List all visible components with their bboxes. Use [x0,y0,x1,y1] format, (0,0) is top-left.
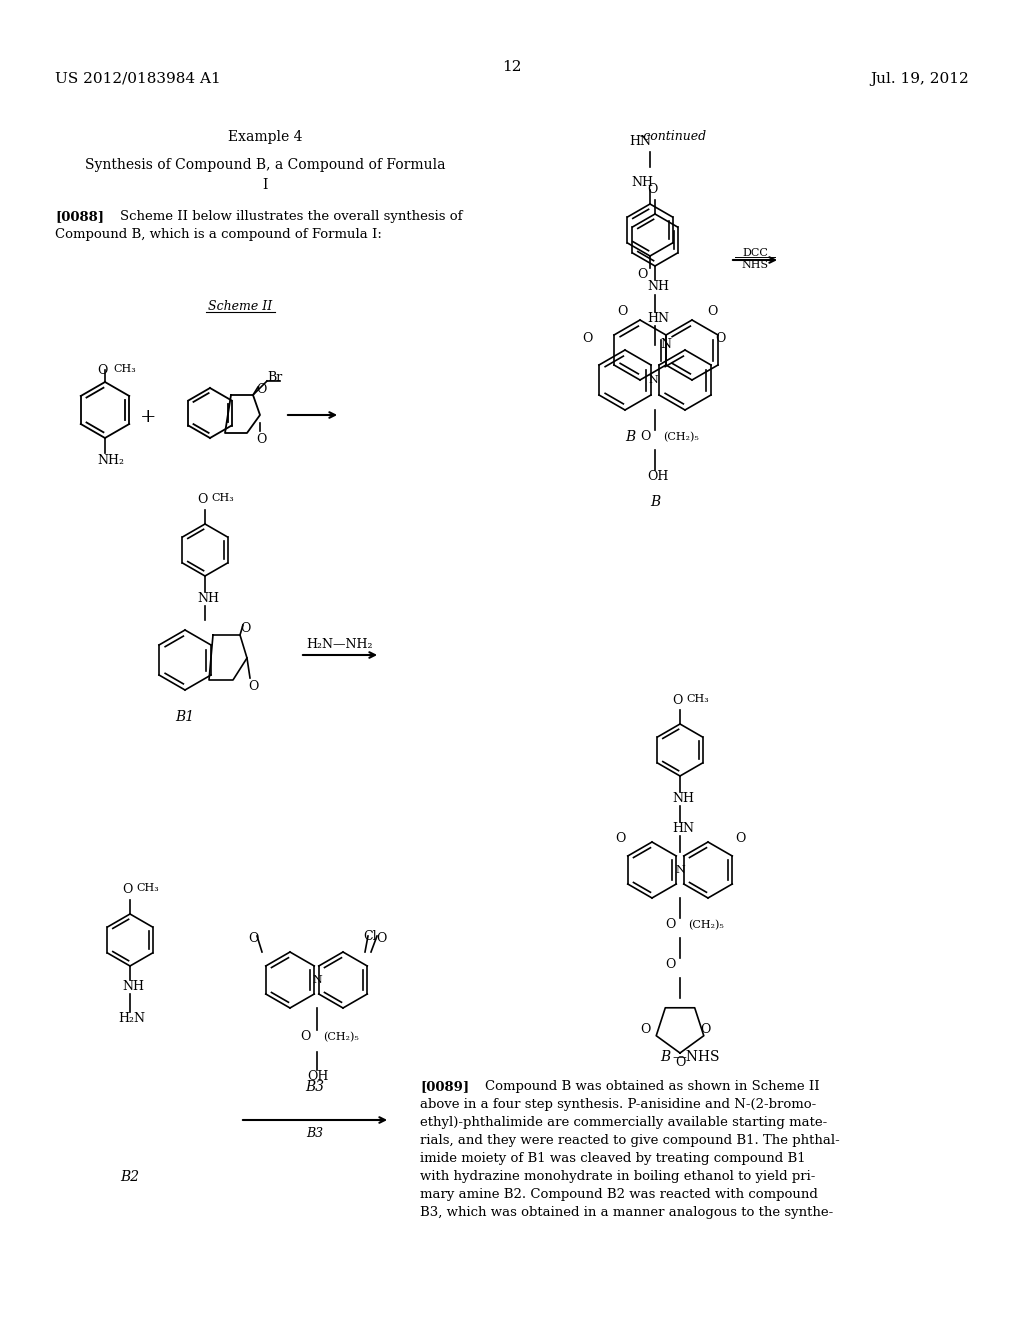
Text: CH₃: CH₃ [686,694,709,704]
Text: [0088]: [0088] [55,210,104,223]
Text: N: N [660,338,672,351]
Text: B: B [625,430,635,444]
Text: O: O [248,680,258,693]
Text: CH₃: CH₃ [136,883,159,894]
Text: Example 4: Example 4 [227,129,302,144]
Text: O: O [715,333,725,345]
Text: B2: B2 [121,1170,139,1184]
Text: O: O [614,832,626,845]
Text: HN: HN [647,312,669,325]
Text: O: O [582,333,592,345]
Text: with hydrazine monohydrate in boiling ethanol to yield pri-: with hydrazine monohydrate in boiling et… [420,1170,815,1183]
Text: CH₃: CH₃ [113,364,136,374]
Text: B3: B3 [306,1127,324,1140]
Text: (CH₂)₅: (CH₂)₅ [688,920,724,931]
Text: O: O [640,1023,650,1036]
Text: —NHS: —NHS [672,1049,720,1064]
Text: O: O [665,917,675,931]
Text: US 2012/0183984 A1: US 2012/0183984 A1 [55,73,221,86]
Text: O: O [665,958,675,972]
Text: B: B [660,1049,671,1064]
Text: Jul. 19, 2012: Jul. 19, 2012 [870,73,969,86]
Text: O: O [637,268,647,281]
Text: NHS: NHS [741,260,769,271]
Text: O: O [256,433,266,446]
Text: OH: OH [647,470,669,483]
Text: -continued: -continued [640,129,708,143]
Text: O: O [122,883,132,896]
Text: above in a four step synthesis. P-anisidine and N-(2-bromo-: above in a four step synthesis. P-anisid… [420,1098,816,1111]
Text: O: O [707,305,717,318]
Text: N: N [675,865,685,875]
Text: Compound B, which is a compound of Formula I:: Compound B, which is a compound of Formu… [55,228,382,242]
Text: H₂N—NH₂: H₂N—NH₂ [307,638,374,651]
Text: NH: NH [647,280,669,293]
Text: O: O [376,932,386,945]
Text: B1: B1 [175,710,195,723]
Text: O: O [675,1056,685,1069]
Text: O: O [248,932,258,945]
Text: rials, and they were reacted to give compound B1. The phthal-: rials, and they were reacted to give com… [420,1134,840,1147]
Text: HN: HN [629,135,651,148]
Text: [0089]: [0089] [420,1080,469,1093]
Text: (CH₂)₅: (CH₂)₅ [663,432,698,442]
Text: B3: B3 [305,1080,325,1094]
Text: O: O [640,430,650,444]
Text: O: O [300,1030,310,1043]
Text: NH₂: NH₂ [97,454,124,467]
Text: O: O [256,383,266,396]
Text: imide moiety of B1 was cleaved by treating compound B1: imide moiety of B1 was cleaved by treati… [420,1152,806,1166]
Text: O: O [735,832,745,845]
Text: O: O [647,183,657,195]
Text: O: O [240,622,250,635]
Text: B: B [650,495,660,510]
Text: Cl: Cl [364,931,377,942]
Text: NH: NH [122,979,144,993]
Text: O: O [616,305,627,318]
Text: H₂N: H₂N [118,1012,145,1026]
Text: NH: NH [197,591,219,605]
Text: Scheme II: Scheme II [208,300,272,313]
Text: Synthesis of Compound B, a Compound of Formula: Synthesis of Compound B, a Compound of F… [85,158,445,172]
Text: +: + [139,408,157,426]
Text: B3, which was obtained in a manner analogous to the synthe-: B3, which was obtained in a manner analo… [420,1206,834,1218]
Text: mary amine B2. Compound B2 was reacted with compound: mary amine B2. Compound B2 was reacted w… [420,1188,818,1201]
Text: ethyl)-phthalimide are commercially available starting mate-: ethyl)-phthalimide are commercially avai… [420,1115,827,1129]
Text: O: O [197,492,207,506]
Text: NH: NH [672,792,694,805]
Text: DCC: DCC [742,248,768,257]
Text: Compound B was obtained as shown in Scheme II: Compound B was obtained as shown in Sche… [485,1080,819,1093]
Text: N: N [312,975,322,985]
Text: Br: Br [267,371,283,384]
Text: HN: HN [672,822,694,836]
Text: Scheme II below illustrates the overall synthesis of: Scheme II below illustrates the overall … [120,210,463,223]
Text: (CH₂)₅: (CH₂)₅ [323,1032,358,1043]
Text: CH₃: CH₃ [211,492,233,503]
Text: OH: OH [307,1071,329,1082]
Text: O: O [672,694,682,708]
Text: O: O [97,364,108,378]
Text: I: I [262,178,267,191]
Text: N: N [648,375,657,385]
Text: NH: NH [631,176,653,189]
Text: 12: 12 [502,59,522,74]
Text: O: O [699,1023,711,1036]
